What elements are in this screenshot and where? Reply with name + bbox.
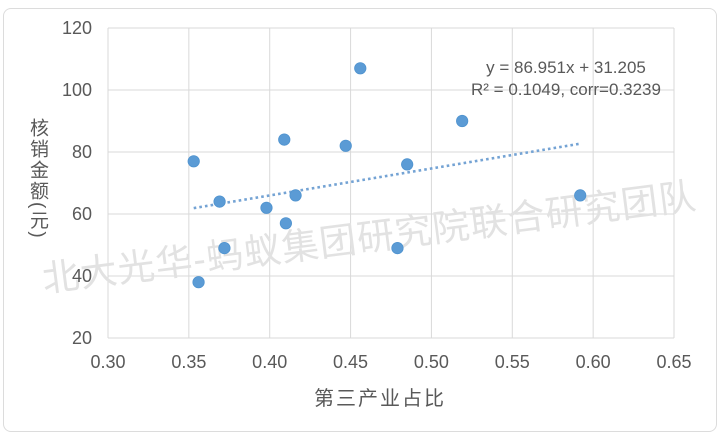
x-tick-label: 0.60 [575,352,611,372]
data-point [574,189,587,202]
x-tick-label: 0.55 [494,352,530,372]
data-point [218,242,231,255]
y-tick-label: 20 [71,328,92,348]
x-tick-label: 0.35 [171,352,207,372]
y-tick-label: 80 [71,142,92,162]
trendline-group [193,142,581,210]
scatter-points [187,62,587,289]
equation-line: y = 86.951x + 31.205 [486,58,646,77]
x-tick-label: 0.45 [333,352,369,372]
data-point [391,242,404,255]
y-tick-label: 40 [71,266,92,286]
data-point [192,276,205,289]
equation-annotation: y = 86.951x + 31.205 R² = 0.1049, corr=0… [431,57,701,101]
data-point [279,217,292,230]
data-point [278,133,291,146]
x-tick-label: 0.50 [413,352,449,372]
y-tick-label: 100 [61,80,92,100]
chart-border [3,8,717,432]
x-tick-label: 0.30 [90,352,126,372]
watermark: 北大光华-蚂蚁集团研究院联合研究团队 [40,175,699,299]
y-axis-title: 核销金额(元) [27,118,48,240]
data-point [260,201,273,214]
x-tick-label: 0.65 [656,352,692,372]
y-tick-label: 120 [61,18,92,38]
x-tick-label: 0.40 [252,352,288,372]
rsquared-line: R² = 0.1049, corr=0.3239 [471,80,661,99]
gridlines [107,27,675,339]
data-point [354,62,367,75]
data-point [213,195,226,208]
trendline [193,142,581,210]
data-point [187,155,200,168]
y-tick-label: 60 [71,204,92,224]
data-point [456,114,469,128]
x-axis-title: 第三产业占比 [314,388,446,410]
data-point [339,139,352,152]
data-point [401,158,414,171]
data-point [289,189,302,202]
